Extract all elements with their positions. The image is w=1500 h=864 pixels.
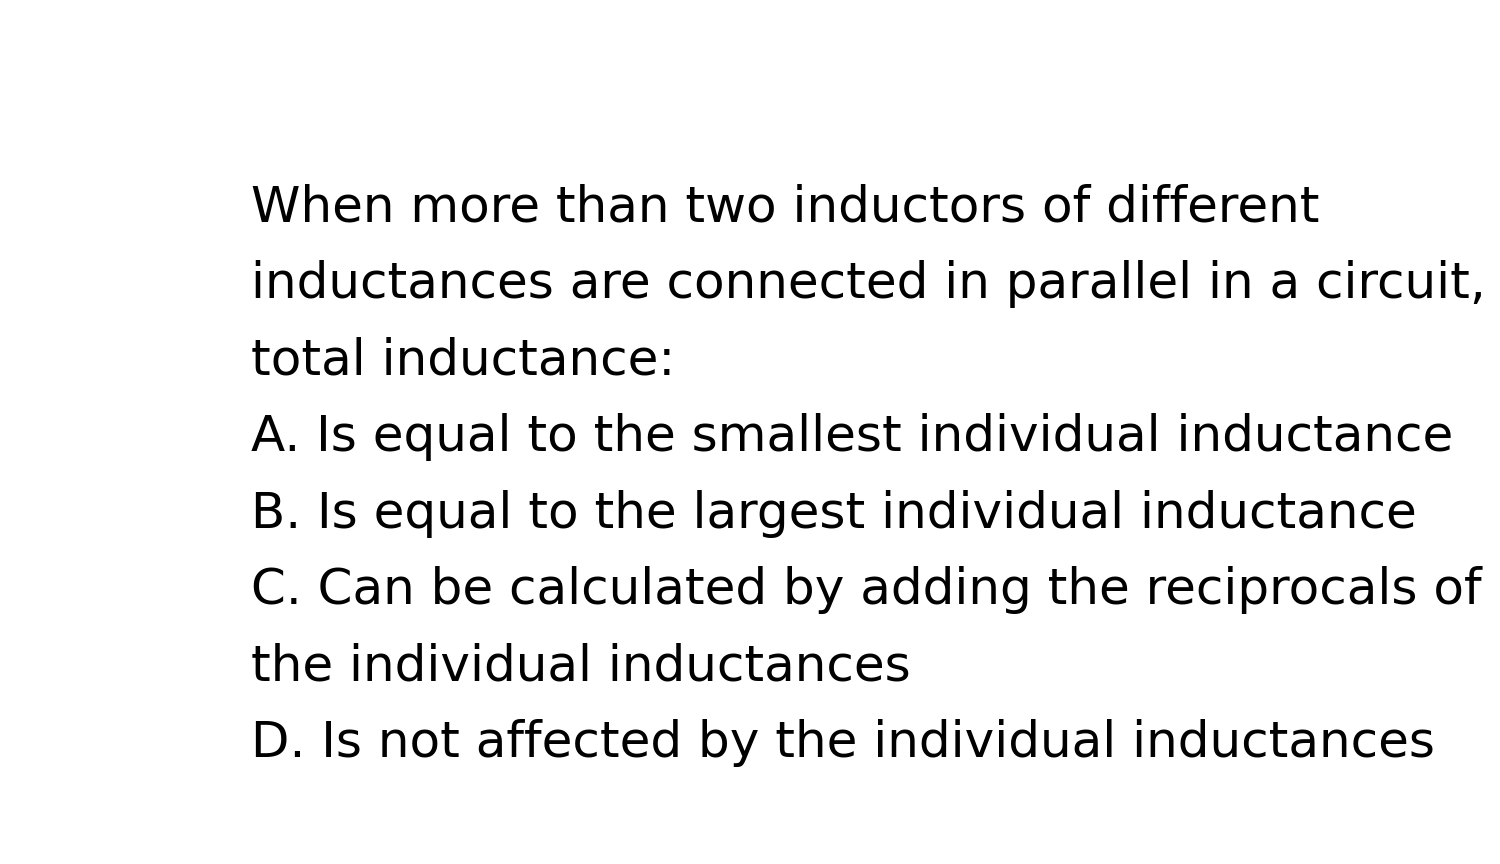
Text: C. Can be calculated by adding the reciprocals of: C. Can be calculated by adding the recip… — [252, 566, 1482, 614]
Text: inductances are connected in parallel in a circuit, the: inductances are connected in parallel in… — [252, 260, 1500, 308]
Text: total inductance:: total inductance: — [252, 336, 675, 384]
Text: When more than two inductors of different: When more than two inductors of differen… — [252, 183, 1320, 232]
Text: A. Is equal to the smallest individual inductance: A. Is equal to the smallest individual i… — [252, 413, 1454, 461]
Text: the individual inductances: the individual inductances — [252, 643, 910, 690]
Text: B. Is equal to the largest individual inductance: B. Is equal to the largest individual in… — [252, 490, 1417, 537]
Text: D. Is not affected by the individual inductances: D. Is not affected by the individual ind… — [252, 719, 1435, 767]
